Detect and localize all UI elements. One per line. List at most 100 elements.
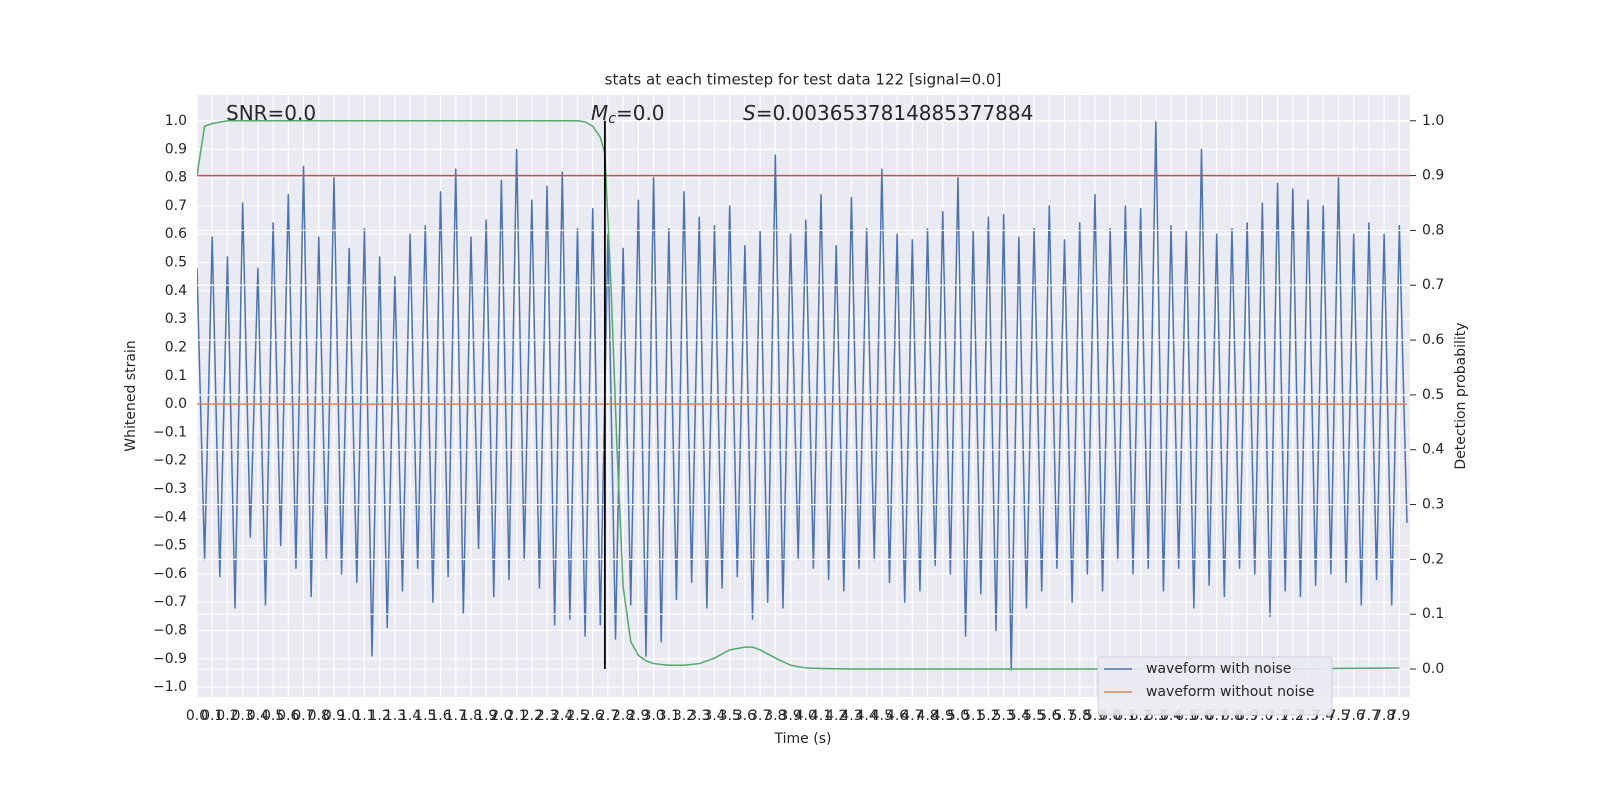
plot-area (197, 95, 1410, 697)
chart-title: stats at each timestep for test data 122… (605, 71, 1002, 89)
x-tick-label: 1.3 (384, 708, 406, 724)
x-tick-label: 7.7 (1358, 708, 1380, 724)
x-tick-label: 1.1 (353, 708, 375, 724)
y2-tick-label: 0.0 (1422, 661, 1444, 677)
y-tick-label: −0.1 (153, 424, 187, 440)
y-tick-label: −1.0 (153, 679, 187, 695)
x-tick-label: 0.2 (216, 708, 238, 724)
x-tick-label: 3.6 (734, 708, 756, 724)
y2-tick-label: 0.9 (1422, 168, 1444, 184)
annotation-text: =0.0 (616, 101, 665, 125)
y-tick-label: −0.6 (153, 566, 187, 582)
y-tick-label: 1.0 (165, 113, 187, 129)
annotation-text: =0.0036537814885377884 (756, 101, 1034, 125)
x-tick-label: 1.7 (445, 708, 467, 724)
y-tick-label: 0.0 (165, 396, 187, 412)
y-tick-label: −0.2 (153, 453, 187, 469)
x-tick-label: 3.3 (688, 708, 710, 724)
x-tick-label: 2.3 (536, 708, 558, 724)
x-tick-label: 5.7 (1053, 708, 1075, 724)
y2-tick-label: 0.7 (1422, 277, 1444, 293)
y2-tick-label: 0.3 (1422, 497, 1444, 513)
x-tick-label: 2.2 (521, 708, 543, 724)
x-tick-label: 4.5 (871, 708, 893, 724)
y-tick-label: 0.4 (165, 283, 187, 299)
legend-label: waveform without noise (1146, 684, 1314, 700)
series-line (197, 120, 1400, 670)
y-tick-label: 0.9 (165, 141, 187, 157)
x-tick-label: 1.2 (369, 708, 391, 724)
x-tick-label: 5.3 (993, 708, 1015, 724)
y-tick-label: −0.5 (153, 538, 187, 554)
x-tick-label: 2.9 (627, 708, 649, 724)
x-tick-label: 0.6 (277, 708, 299, 724)
x-tick-label: 3.5 (719, 708, 741, 724)
y-tick-label: −0.8 (153, 622, 187, 638)
x-tick-label: 3.0 (642, 708, 664, 724)
y-tick-label: 0.6 (165, 226, 187, 242)
y-tick-label: 0.2 (165, 339, 187, 355)
x-tick-label: 0.5 (262, 708, 284, 724)
x-tick-label: 2.8 (612, 708, 634, 724)
annotation: S=0.0036537814885377884 (743, 101, 1033, 125)
x-tick-label: 5.1 (962, 708, 984, 724)
x-tick-label: 4.3 (840, 708, 862, 724)
x-tick-label: 1.6 (429, 708, 451, 724)
x-tick-label: 5.5 (1023, 708, 1045, 724)
y-tick-label: −0.3 (153, 481, 187, 497)
annotation: Mc=0.0 (591, 101, 665, 128)
x-tick-label: 5.2 (977, 708, 999, 724)
y-tick-label: −0.4 (153, 509, 187, 525)
x-tick-label: 5.6 (1038, 708, 1060, 724)
x-tick-label: 3.7 (749, 708, 771, 724)
y-tick-label: 0.3 (165, 311, 187, 327)
x-tick-label: 7.6 (1343, 708, 1365, 724)
series-line (197, 120, 1408, 671)
x-tick-label: 4.4 (856, 708, 878, 724)
y2-tick-label: 1.0 (1422, 113, 1444, 129)
y-tick-label: 0.8 (165, 170, 187, 186)
y2-tick-label: 0.8 (1422, 222, 1444, 238)
x-tick-label: 5.4 (1008, 708, 1030, 724)
x-tick-label: 0.4 (247, 708, 269, 724)
x-tick-label: 3.8 (764, 708, 786, 724)
x-tick-label: 2.1 (505, 708, 527, 724)
x-tick-label: 7.9 (1388, 708, 1410, 724)
x-tick-label: 7.8 (1373, 708, 1395, 724)
x-tick-label: 4.1 (810, 708, 832, 724)
y-tick-label: 0.5 (165, 255, 187, 271)
x-tick-label: 5.8 (1069, 708, 1091, 724)
x-tick-label: 0.3 (232, 708, 254, 724)
x-tick-label: 4.7 (901, 708, 923, 724)
x-tick-label: 0.7 (292, 708, 314, 724)
y2-tick-label: 0.1 (1422, 606, 1444, 622)
plot-layer (197, 120, 1410, 671)
x-tick-label: 1.8 (460, 708, 482, 724)
y-tick-label: −0.7 (153, 594, 187, 610)
annotation: SNR=0.0 (226, 101, 316, 125)
y-axis-label: Whitened strain (123, 340, 139, 451)
x-tick-label: 7.5 (1327, 708, 1349, 724)
x-tick-label: 4.0 (795, 708, 817, 724)
x-tick-label: 1.5 (414, 708, 436, 724)
legend-box (1097, 656, 1333, 716)
x-tick-label: 1.9 (475, 708, 497, 724)
x-axis-label: Time (s) (774, 731, 832, 747)
x-tick-label: 0.8 (308, 708, 330, 724)
y2-tick-label: 0.2 (1422, 551, 1444, 567)
x-tick-label: 2.6 (582, 708, 604, 724)
y-tick-label: 0.7 (165, 198, 187, 214)
x-tick-label: 4.9 (932, 708, 954, 724)
x-tick-label: 4.6 (886, 708, 908, 724)
legend-label: waveform with noise (1146, 661, 1291, 677)
annotation-text: SNR=0.0 (226, 101, 316, 125)
x-tick-label: 4.2 (825, 708, 847, 724)
x-tick-label: 0.9 (323, 708, 345, 724)
y-tick-label: −0.9 (153, 651, 187, 667)
annotation-subscript: c (608, 111, 616, 127)
x-tick-label: 2.0 (490, 708, 512, 724)
y2-axis-label: Detection probability (1453, 322, 1469, 469)
x-tick-label: 0.1 (201, 708, 223, 724)
x-tick-label: 1.0 (338, 708, 360, 724)
